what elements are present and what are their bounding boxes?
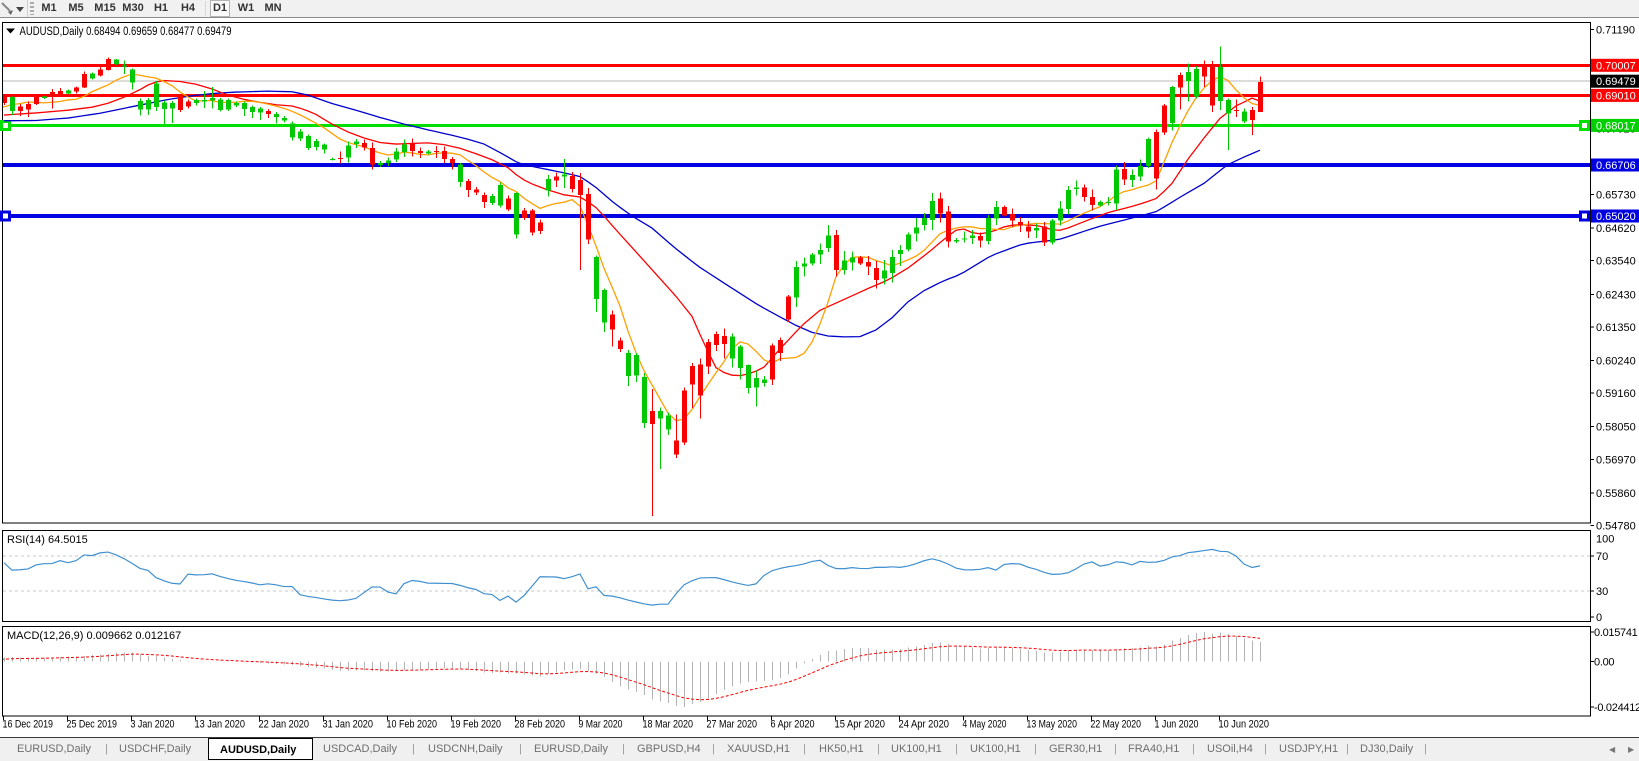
svg-text:0.55860: 0.55860	[1596, 488, 1636, 500]
svg-text:13 Jan 2020: 13 Jan 2020	[195, 719, 246, 731]
svg-text:30: 30	[1596, 586, 1608, 598]
svg-text:0.64620: 0.64620	[1596, 223, 1636, 235]
svg-text:0.69479: 0.69479	[1596, 76, 1636, 88]
svg-text:22 May 2020: 22 May 2020	[1091, 719, 1142, 731]
svg-text:22 Jan 2020: 22 Jan 2020	[259, 719, 310, 731]
svg-text:18 Mar 2020: 18 Mar 2020	[643, 719, 694, 731]
svg-text:0.58050: 0.58050	[1596, 422, 1636, 434]
svg-text:25 Dec 2019: 25 Dec 2019	[67, 719, 118, 731]
svg-text:10 Jun 2020: 10 Jun 2020	[1219, 719, 1270, 731]
svg-text:16 Dec 2019: 16 Dec 2019	[3, 719, 54, 731]
svg-text:3 Jan 2020: 3 Jan 2020	[131, 719, 175, 731]
svg-text:13 May 2020: 13 May 2020	[1027, 719, 1078, 731]
svg-text:0.69010: 0.69010	[1596, 90, 1636, 102]
svg-text:6 Apr 2020: 6 Apr 2020	[771, 719, 815, 731]
svg-text:0.015741: 0.015741	[1594, 627, 1638, 639]
svg-text:0.65730: 0.65730	[1596, 190, 1636, 202]
svg-text:RSI(14) 64.5015: RSI(14) 64.5015	[7, 534, 88, 546]
svg-text:31 Jan 2020: 31 Jan 2020	[323, 719, 374, 731]
svg-text:0.56970: 0.56970	[1596, 454, 1636, 466]
svg-text:0.61350: 0.61350	[1596, 322, 1636, 334]
svg-text:0.70007: 0.70007	[1596, 60, 1636, 72]
svg-text:0.60240: 0.60240	[1596, 356, 1636, 368]
svg-text:100: 100	[1596, 534, 1614, 546]
svg-text:1 Jun 2020: 1 Jun 2020	[1155, 719, 1199, 731]
svg-text:0.00: 0.00	[1594, 656, 1614, 668]
svg-text:MACD(12,26,9) 0.009662 0.01216: MACD(12,26,9) 0.009662 0.012167	[7, 630, 181, 642]
svg-text:19 Feb 2020: 19 Feb 2020	[451, 719, 502, 731]
svg-text:0.66706: 0.66706	[1596, 160, 1636, 172]
svg-text:27 Mar 2020: 27 Mar 2020	[707, 719, 758, 731]
svg-text:9 Mar 2020: 9 Mar 2020	[579, 719, 623, 731]
svg-text:0.54780: 0.54780	[1596, 521, 1636, 533]
svg-text:0.65020: 0.65020	[1596, 211, 1636, 223]
svg-text:-0.024412: -0.024412	[1594, 702, 1639, 714]
svg-text:0.68017: 0.68017	[1596, 120, 1636, 132]
svg-text:4 May 2020: 4 May 2020	[963, 719, 1007, 731]
svg-text:0.62430: 0.62430	[1596, 289, 1636, 301]
svg-text:28 Feb 2020: 28 Feb 2020	[515, 719, 566, 731]
svg-text:24 Apr 2020: 24 Apr 2020	[899, 719, 950, 731]
svg-text:0.71190: 0.71190	[1596, 25, 1635, 37]
svg-text:10 Feb 2020: 10 Feb 2020	[387, 719, 438, 731]
svg-text:0.59160: 0.59160	[1596, 388, 1636, 400]
svg-text:0: 0	[1596, 612, 1602, 624]
svg-text:15 Apr 2020: 15 Apr 2020	[835, 719, 886, 731]
svg-text:70: 70	[1596, 551, 1608, 563]
svg-text:0.63540: 0.63540	[1596, 256, 1636, 268]
svg-text:AUDUSD,Daily 0.68494 0.69659: AUDUSD,Daily 0.68494 0.69659 0.68477 0.6…	[20, 26, 232, 38]
